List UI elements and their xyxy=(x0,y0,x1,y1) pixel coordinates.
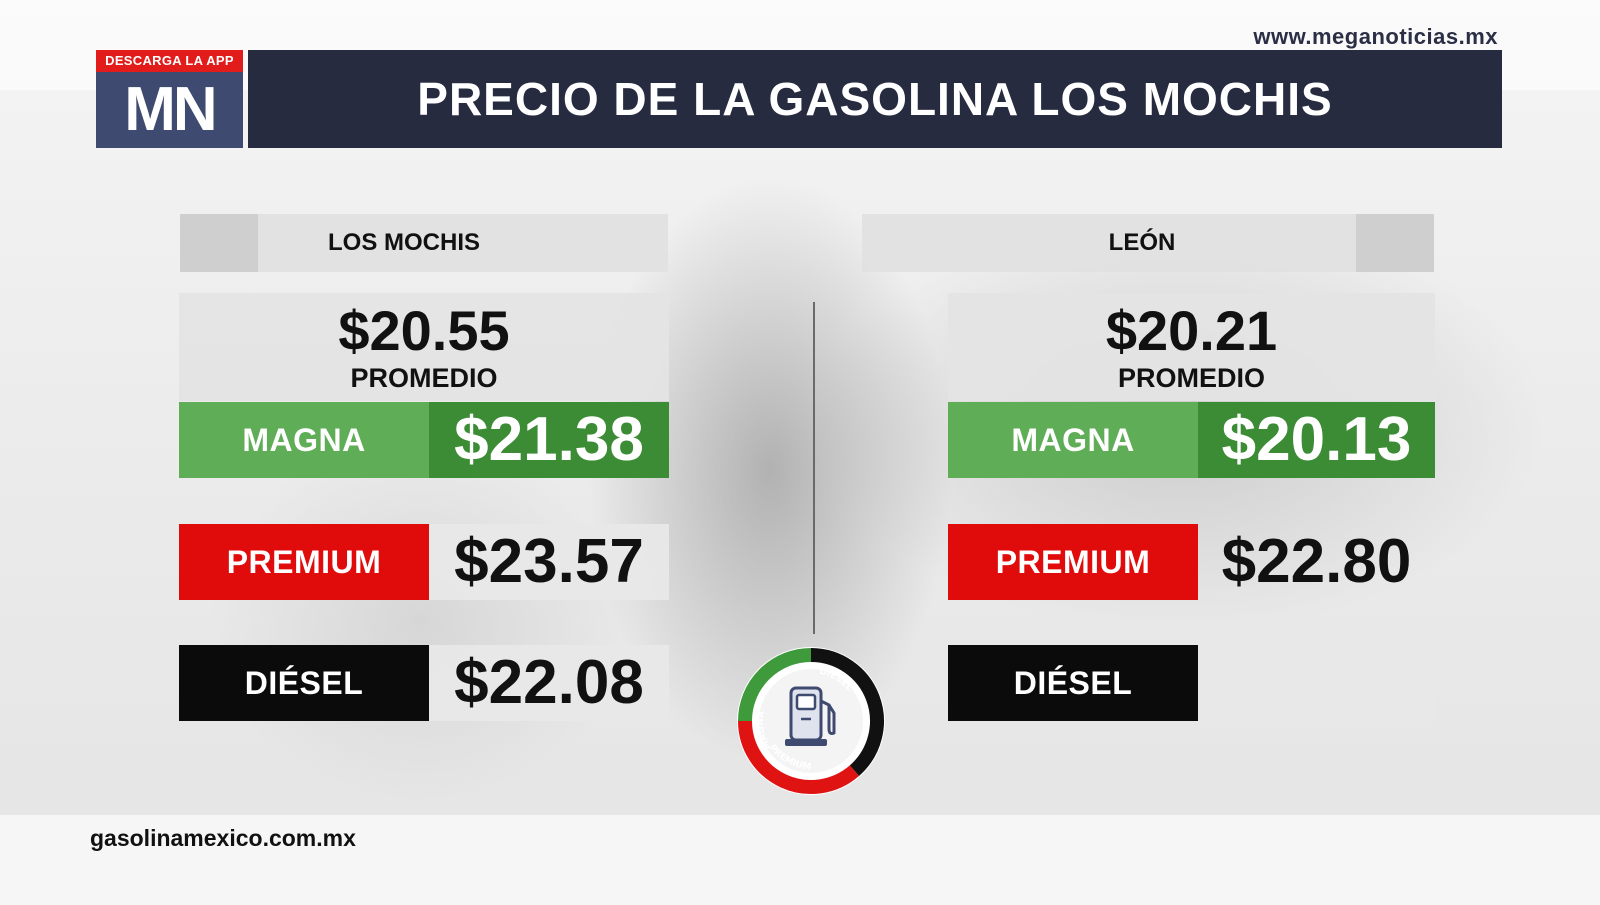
magna-price: $20.13 xyxy=(1198,402,1435,478)
premium-price: $22.80 xyxy=(1221,527,1412,596)
city-header-left: LOS MOCHIS xyxy=(180,214,668,272)
brand-logo[interactable]: DESCARGA LA APP MN xyxy=(96,50,243,148)
diesel-price: $22.08 xyxy=(429,645,669,721)
average-label-left: PROMEDIO xyxy=(350,363,498,393)
diesel-price xyxy=(1198,645,1435,721)
center-divider xyxy=(813,302,815,634)
average-box-right: $20.21 PROMEDIO xyxy=(948,293,1435,401)
page-title: PRECIO DE LA GASOLINA LOS MOCHIS xyxy=(248,50,1502,148)
mn-logo: MN xyxy=(96,72,243,148)
diesel-row-left: DIÉSEL $22.08 xyxy=(179,645,669,721)
header-shade xyxy=(180,214,258,272)
premium-row-right: PREMIUM $22.80 xyxy=(948,524,1435,600)
diesel-label: DIÉSEL xyxy=(948,645,1198,721)
city-name-left: LOS MOCHIS xyxy=(328,229,481,256)
premium-price: $23.57 xyxy=(429,524,669,600)
bottom-band xyxy=(0,815,1600,905)
magna-row-left: MAGNA $21.38 xyxy=(179,402,669,478)
diesel-label: DIÉSEL xyxy=(179,645,429,721)
average-price-left: $20.55 xyxy=(338,299,510,362)
magna-label: MAGNA xyxy=(179,402,429,478)
magna-price: $21.38 xyxy=(429,402,669,478)
source-url[interactable]: gasolinamexico.com.mx xyxy=(90,825,356,851)
average-box-left: $20.55 PROMEDIO xyxy=(179,293,669,401)
fuel-pump-icon: MAGNA DIESEL PREMIUM xyxy=(737,647,885,795)
fuel-pump-emblem: MAGNA DIESEL PREMIUM xyxy=(733,643,889,799)
download-app-badge[interactable]: DESCARGA LA APP xyxy=(96,50,243,72)
premium-label: PREMIUM xyxy=(179,524,429,600)
diesel-row-right: DIÉSEL xyxy=(948,645,1435,721)
average-label-right: PROMEDIO xyxy=(1117,363,1265,393)
city-name-right: LEÓN xyxy=(1108,229,1176,256)
magna-label: MAGNA xyxy=(948,402,1198,478)
city-header-right: LEÓN xyxy=(862,214,1434,272)
site-url[interactable]: www.meganoticias.mx xyxy=(1253,24,1498,49)
magna-row-right: MAGNA $20.13 xyxy=(948,402,1435,478)
premium-row-left: PREMIUM $23.57 xyxy=(179,524,669,600)
header-shade xyxy=(1356,214,1434,272)
average-price-right: $20.21 xyxy=(1105,299,1278,362)
premium-label: PREMIUM xyxy=(948,524,1198,600)
